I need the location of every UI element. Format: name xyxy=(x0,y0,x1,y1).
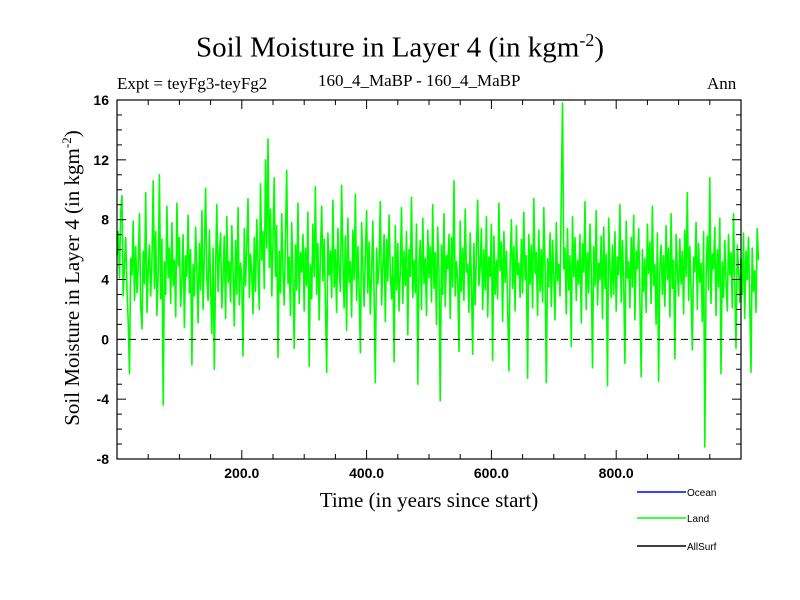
series-line-land xyxy=(116,102,760,448)
y-tick-label: 4 xyxy=(101,272,109,288)
experiment-label: Expt = teyFg3-teyFg2 xyxy=(117,74,268,93)
y-tick-label: -4 xyxy=(97,391,110,407)
legend-item-land: Land xyxy=(637,514,709,525)
series-layer xyxy=(116,102,760,448)
legend-item-ocean: Ocean xyxy=(637,488,716,499)
y-tick-label: 12 xyxy=(93,152,109,168)
chart-title: Soil Moisture in Layer 4 (in kgm-2) xyxy=(195,30,605,64)
axes-layer: 200.0 400.0 600.0 800.0 -8 -4 0 4 8 12 16 xyxy=(93,92,742,481)
x-tick-label: 600.0 xyxy=(474,465,509,481)
x-axis-label: Time (in years since start) xyxy=(319,488,539,512)
x-tick-label: 400.0 xyxy=(349,465,384,481)
x-tick-label: 800.0 xyxy=(599,465,634,481)
y-tick-label: -8 xyxy=(97,451,110,467)
y-tick-label: 0 xyxy=(101,331,109,347)
x-tick-label: 200.0 xyxy=(224,465,259,481)
legend-item-allsurf: AllSurf xyxy=(637,542,717,553)
legend-label-allsurf: AllSurf xyxy=(687,542,717,553)
legend-label-ocean: Ocean xyxy=(687,488,716,499)
runs-label: 160_4_MaBP - 160_4_MaBP xyxy=(318,71,521,90)
y-tick-label: 16 xyxy=(93,92,109,108)
period-label: Ann xyxy=(707,74,737,93)
y-tick-label: 8 xyxy=(101,212,109,228)
legend: Ocean Land AllSurf xyxy=(637,488,717,553)
legend-label-land: Land xyxy=(687,514,709,525)
